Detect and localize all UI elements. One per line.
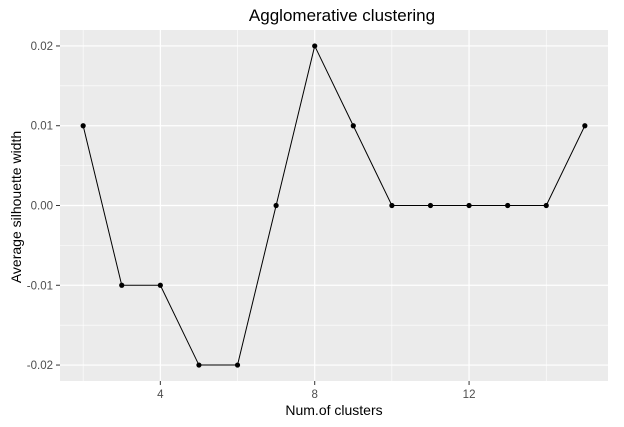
data-point bbox=[234, 362, 241, 368]
data-point bbox=[312, 43, 318, 49]
x-tick-label: 8 bbox=[312, 389, 318, 401]
data-point bbox=[350, 123, 356, 129]
series-line bbox=[82, 44, 586, 366]
chart-title: Agglomerative clustering bbox=[248, 6, 436, 25]
y-tick-label: 0.00 bbox=[31, 201, 53, 213]
y-tick-label: 0.01 bbox=[31, 121, 53, 133]
data-point bbox=[466, 202, 472, 209]
data-point bbox=[427, 202, 434, 209]
data-point bbox=[505, 202, 511, 209]
data-point bbox=[196, 362, 202, 368]
x-axis-label: Num.of clusters bbox=[285, 402, 383, 418]
data-point bbox=[273, 202, 279, 209]
y-tick-label: 0.02 bbox=[31, 41, 53, 53]
y-axis-label: Average silhouette width bbox=[8, 130, 24, 284]
data-point bbox=[389, 202, 395, 209]
y-tick-label: -0.01 bbox=[27, 280, 53, 292]
x-tick-label: 4 bbox=[157, 389, 164, 401]
x-tick-label: 12 bbox=[463, 389, 476, 401]
data-point bbox=[80, 123, 86, 129]
data-point bbox=[157, 282, 163, 288]
data-point bbox=[119, 282, 125, 288]
data-point bbox=[582, 123, 588, 129]
data-point bbox=[543, 202, 549, 209]
y-tick-label: -0.02 bbox=[27, 360, 53, 372]
